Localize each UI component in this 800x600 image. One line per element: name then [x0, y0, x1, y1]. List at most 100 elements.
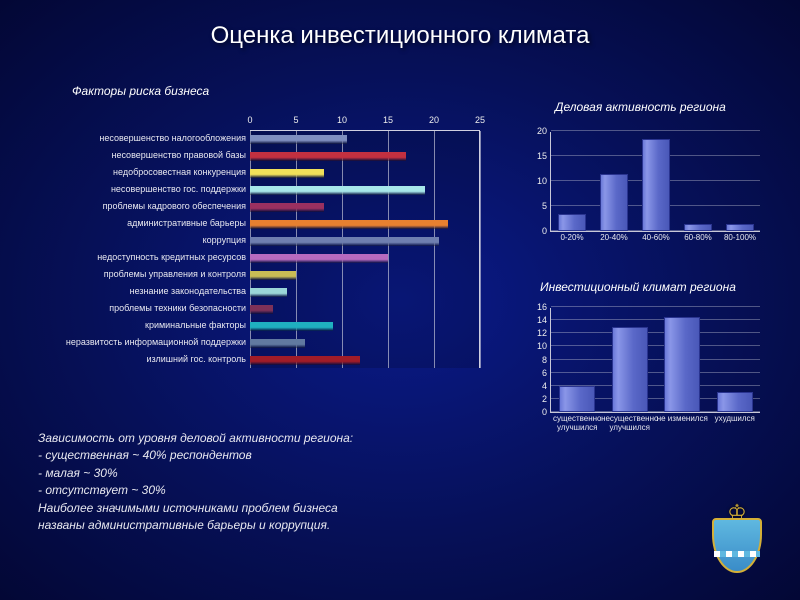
hbar-row: недобросовестная конкуренция: [250, 165, 479, 182]
hbar-bar: [250, 339, 305, 348]
vchart-xtick: существенноулучшился: [548, 415, 607, 433]
hbar-label: проблемы кадрового обеспечения: [36, 201, 246, 212]
crest-shield-icon: [712, 518, 762, 573]
vchart1-plot-area: 051015200-20%20-40%40-60%60-80%80-100%: [550, 132, 760, 232]
hbar-bar: [250, 152, 406, 161]
business-activity-chart: 051015200-20%20-40%40-60%60-80%80-100%: [525, 120, 765, 240]
hbar-label: проблемы управления и контроля: [36, 269, 246, 280]
hbar-label: неразвитость информационной поддержки: [36, 337, 246, 348]
hbar-bar: [250, 186, 425, 195]
hbar-xtick: 0: [247, 115, 252, 125]
vchart-xtick: 20-40%: [590, 234, 638, 243]
vchart-bar: [559, 386, 595, 412]
hbar-row: излишний гос. контроль: [250, 352, 479, 369]
hbar-row: несовершенство гос. поддержки: [250, 182, 479, 199]
hbar-bar: [250, 220, 448, 229]
hbar-bar: [250, 203, 324, 212]
hbar-label: недоступность кредитных ресурсов: [36, 252, 246, 263]
vchart-gridline: [551, 359, 760, 360]
hbar-label: коррупция: [36, 235, 246, 246]
hbar-bar: [250, 254, 388, 263]
vchart-gridline: [551, 130, 760, 131]
hbar-label: несовершенство налогообложения: [36, 133, 246, 144]
vchart-ytick: 2: [542, 394, 551, 404]
hbar-label: проблемы техники безопасности: [36, 303, 246, 314]
hbar-xtick: 5: [293, 115, 298, 125]
hbar-xtick: 25: [475, 115, 485, 125]
vchart-ytick: 20: [537, 126, 551, 136]
hbar-xtick: 10: [337, 115, 347, 125]
summary-line: названы административные барьеры и корру…: [38, 517, 508, 534]
hbar-bar: [250, 305, 273, 314]
vchart-ytick: 15: [537, 151, 551, 161]
vchart-bar: [664, 317, 700, 412]
vchart2-plot-area: 0246810121416существенноулучшилсянесущес…: [550, 308, 760, 413]
vchart-xtick: несущественноулучшился: [601, 415, 660, 433]
vchart-bar: [558, 214, 586, 232]
hbar-plot-area: 0510152025несовершенство налогообложения…: [250, 130, 480, 368]
vchart-gridline: [551, 319, 760, 320]
hbar-bar: [250, 237, 439, 246]
crest-wave-icon: [714, 551, 760, 557]
summary-text: Зависимость от уровня деловой активности…: [38, 430, 508, 534]
summary-line: - малая ~ 30%: [38, 465, 508, 482]
hbar-row: неразвитость информационной поддержки: [250, 335, 479, 352]
hbar-bar: [250, 288, 287, 297]
vchart-ytick: 4: [542, 381, 551, 391]
vchart-xtick: ухудшился: [706, 415, 765, 424]
vchart-ytick: 12: [537, 328, 551, 338]
vchart-ytick: 5: [542, 201, 551, 211]
vchart1-subtitle: Деловая активность региона: [555, 100, 726, 114]
hbar-row: коррупция: [250, 233, 479, 250]
vchart-xtick: не изменился: [653, 415, 712, 424]
vchart-gridline: [551, 345, 760, 346]
vchart-xtick: 80-100%: [716, 234, 764, 243]
vchart-xtick: 0-20%: [548, 234, 596, 243]
summary-line: - существенная ~ 40% респондентов: [38, 447, 508, 464]
vchart-bar: [717, 392, 753, 412]
hbar-label: излишний гос. контроль: [36, 354, 246, 365]
hbar-row: проблемы кадрового обеспечения: [250, 199, 479, 216]
summary-line: Зависимость от уровня деловой активности…: [38, 430, 508, 447]
summary-line: - отсутствует ~ 30%: [38, 482, 508, 499]
hbar-subtitle: Факторы риска бизнеса: [72, 84, 209, 98]
hbar-row: проблемы управления и контроля: [250, 267, 479, 284]
hbar-bar: [250, 169, 324, 178]
investment-climate-chart: 0246810121416существенноулучшилсянесущес…: [525, 298, 765, 438]
vchart-xtick: 40-60%: [632, 234, 680, 243]
vchart-ytick: 6: [542, 368, 551, 378]
slide-title: Оценка инвестиционного климата: [0, 22, 800, 50]
vchart-bar: [726, 224, 754, 232]
hbar-row: недоступность кредитных ресурсов: [250, 250, 479, 267]
vchart-ytick: 10: [537, 341, 551, 351]
hbar-label: несовершенство правовой базы: [36, 150, 246, 161]
hbar-bar: [250, 356, 360, 365]
vchart-gridline: [551, 332, 760, 333]
hbar-gridline: [480, 131, 481, 368]
crest-emblem: ♔: [702, 500, 772, 580]
vchart-ytick: 10: [537, 176, 551, 186]
vchart-ytick: 8: [542, 355, 551, 365]
hbar-label: административные барьеры: [36, 218, 246, 229]
vchart-xtick: 60-80%: [674, 234, 722, 243]
vchart-bar: [642, 139, 670, 232]
vchart-bar: [600, 174, 628, 232]
hbar-label: незнание законодательства: [36, 286, 246, 297]
vchart2-subtitle: Инвестиционный климат региона: [540, 280, 736, 294]
hbar-label: несовершенство гос. поддержки: [36, 184, 246, 195]
vchart-bar: [684, 224, 712, 232]
hbar-row: незнание законодательства: [250, 284, 479, 301]
hbar-label: криминальные факторы: [36, 320, 246, 331]
hbar-xtick: 20: [429, 115, 439, 125]
hbar-row: криминальные факторы: [250, 318, 479, 335]
hbar-xtick: 15: [383, 115, 393, 125]
vchart-gridline: [551, 306, 760, 307]
hbar-row: проблемы техники безопасности: [250, 301, 479, 318]
vchart-bar: [612, 327, 648, 412]
summary-line: Наиболее значимыми источниками проблем б…: [38, 500, 508, 517]
hbar-bar: [250, 271, 296, 280]
vchart-ytick: 14: [537, 315, 551, 325]
vchart-gridline: [551, 372, 760, 373]
hbar-row: несовершенство налогообложения: [250, 131, 479, 148]
vchart-ytick: 16: [537, 302, 551, 312]
